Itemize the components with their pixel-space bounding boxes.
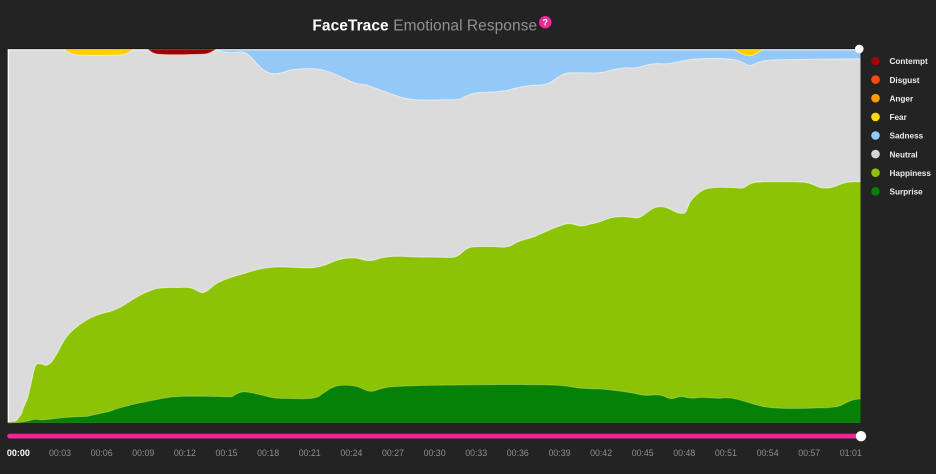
- svg-text:Disgust: Disgust: [890, 76, 920, 85]
- svg-text:00:06: 00:06: [91, 448, 113, 458]
- svg-text:00:03: 00:03: [49, 448, 71, 458]
- svg-text:Neutral: Neutral: [890, 150, 918, 159]
- svg-text:00:18: 00:18: [257, 448, 279, 458]
- svg-text:00:45: 00:45: [632, 448, 654, 458]
- svg-text:Surprise: Surprise: [890, 188, 924, 197]
- svg-text:Fear: Fear: [890, 113, 908, 122]
- svg-text:00:00: 00:00: [7, 448, 30, 458]
- svg-text:00:48: 00:48: [673, 448, 695, 458]
- svg-text:00:15: 00:15: [215, 448, 237, 458]
- svg-text:00:39: 00:39: [548, 448, 570, 458]
- svg-text:Sadness: Sadness: [890, 132, 924, 141]
- svg-text:00:54: 00:54: [757, 448, 779, 458]
- svg-text:Happiness: Happiness: [890, 169, 932, 178]
- svg-text:00:33: 00:33: [465, 448, 487, 458]
- svg-text:00:57: 00:57: [798, 448, 820, 458]
- svg-text:00:42: 00:42: [590, 448, 612, 458]
- svg-text:?: ?: [543, 17, 549, 27]
- svg-text:00:51: 00:51: [715, 448, 737, 458]
- svg-text:00:24: 00:24: [340, 448, 362, 458]
- svg-text:FaceTrace: FaceTrace: [312, 18, 389, 35]
- svg-text:00:21: 00:21: [299, 448, 321, 458]
- svg-text:00:30: 00:30: [424, 448, 446, 458]
- svg-text:00:12: 00:12: [174, 448, 196, 458]
- svg-text:00:27: 00:27: [382, 448, 404, 458]
- svg-text:Anger: Anger: [890, 94, 914, 103]
- svg-text:Emotional Response: Emotional Response: [393, 18, 537, 35]
- svg-text:00:09: 00:09: [132, 448, 154, 458]
- svg-text:01:01: 01:01: [840, 448, 862, 458]
- svg-text:Contempt: Contempt: [890, 57, 928, 66]
- svg-text:00:36: 00:36: [507, 448, 529, 458]
